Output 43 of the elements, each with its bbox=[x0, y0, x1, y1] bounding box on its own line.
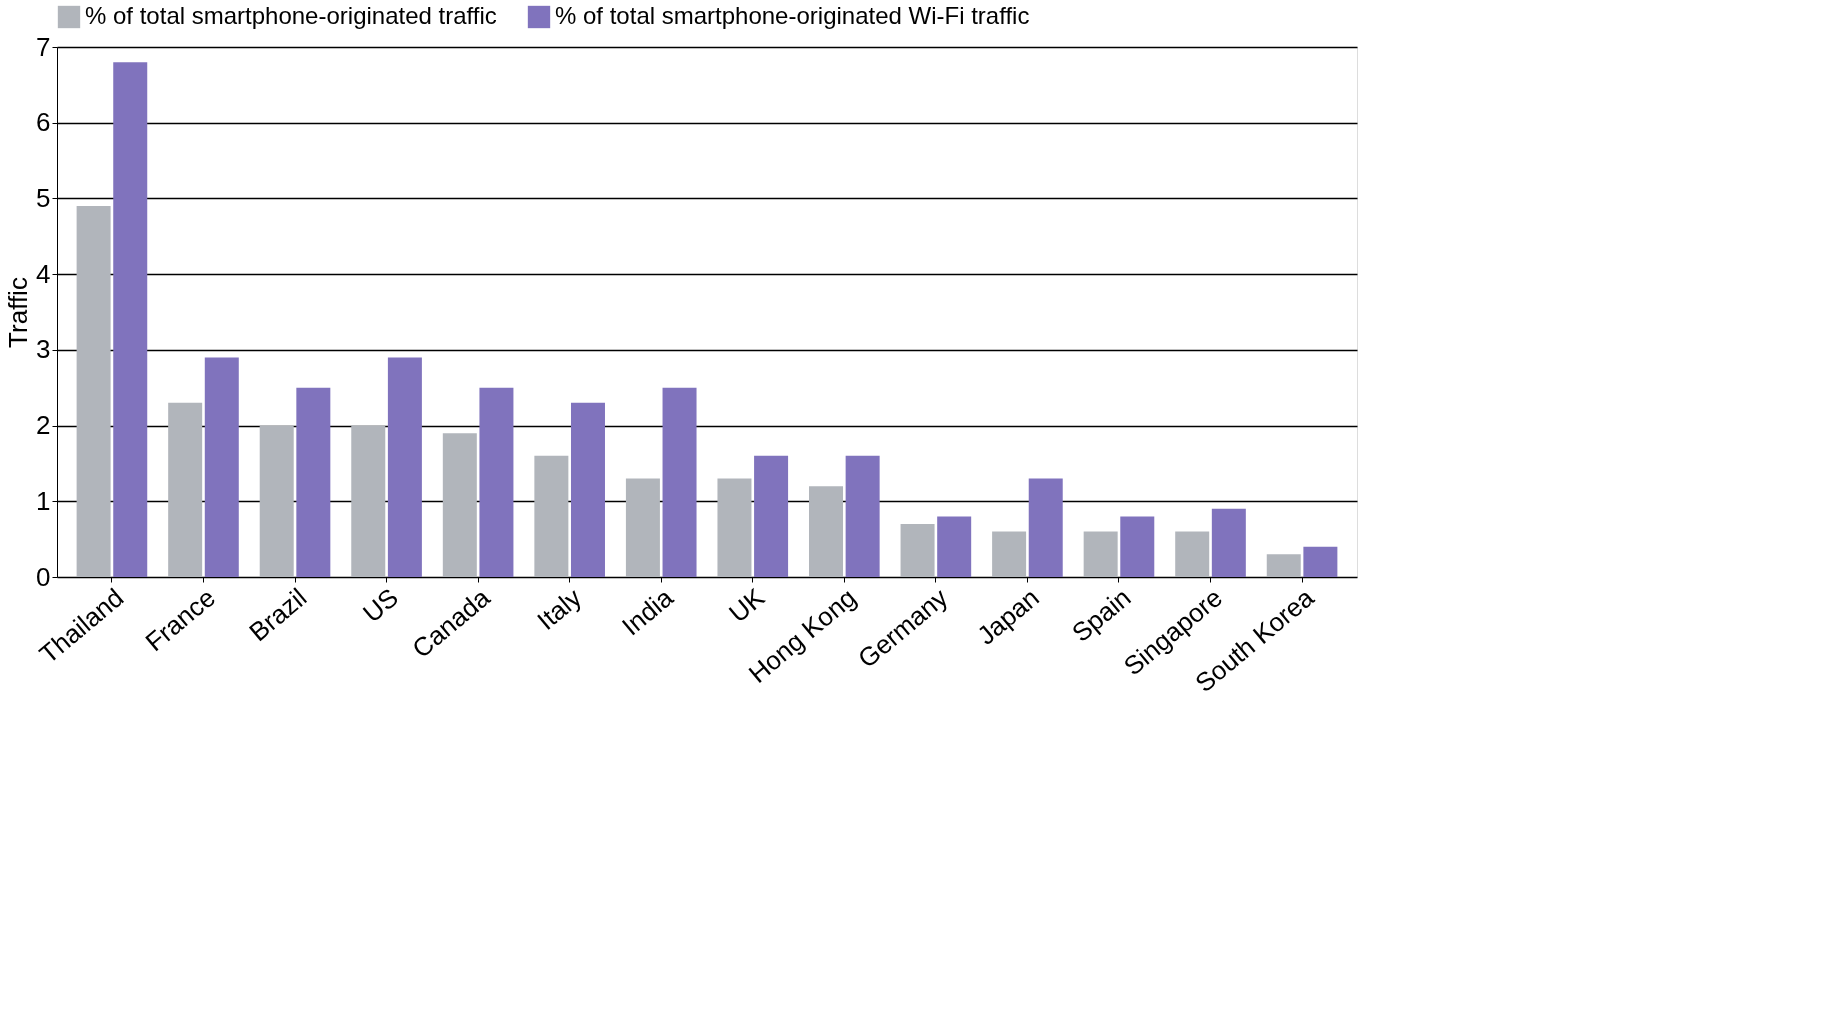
bar bbox=[625, 478, 660, 577]
bar bbox=[204, 357, 239, 577]
bar bbox=[754, 455, 789, 577]
bar bbox=[1211, 508, 1246, 577]
y-axis-title: Traffic bbox=[3, 277, 34, 348]
bar bbox=[534, 455, 569, 577]
legend-label: % of total smartphone-originated traffic bbox=[85, 2, 497, 29]
y-tick-label: 7 bbox=[36, 31, 51, 62]
bar bbox=[76, 206, 111, 577]
bar bbox=[570, 402, 605, 577]
bar bbox=[1120, 516, 1155, 577]
y-tick-label: 2 bbox=[36, 410, 51, 441]
y-tick-label: 4 bbox=[36, 258, 51, 289]
bar bbox=[1028, 478, 1063, 577]
bar bbox=[845, 455, 880, 577]
x-tick-label: UK bbox=[723, 581, 771, 629]
bar bbox=[662, 387, 697, 577]
bar bbox=[259, 425, 294, 577]
bar bbox=[937, 516, 972, 577]
x-tick-label: Italy bbox=[531, 582, 588, 636]
bar bbox=[168, 402, 203, 577]
bar bbox=[1083, 531, 1118, 577]
bar bbox=[387, 357, 422, 577]
bar bbox=[296, 387, 331, 577]
bar bbox=[992, 531, 1027, 577]
y-tick-label: 5 bbox=[36, 182, 51, 213]
y-tick-label: 6 bbox=[36, 107, 51, 138]
y-tick-label: 0 bbox=[36, 561, 51, 592]
bar bbox=[1175, 531, 1210, 577]
x-tick-label: India bbox=[616, 581, 679, 642]
bar bbox=[1266, 554, 1301, 577]
y-tick-label: 1 bbox=[36, 485, 51, 516]
bar bbox=[1303, 546, 1338, 577]
bar bbox=[809, 486, 844, 577]
bar bbox=[113, 62, 148, 577]
x-tick-label: US bbox=[356, 582, 404, 629]
y-tick-label: 3 bbox=[36, 334, 51, 365]
bar bbox=[479, 387, 514, 577]
bar bbox=[900, 524, 935, 577]
bar bbox=[351, 425, 386, 577]
bar bbox=[717, 478, 752, 577]
bar bbox=[442, 433, 477, 577]
legend-label: % of total smartphone-originated Wi-Fi traffic bbox=[555, 2, 1030, 29]
